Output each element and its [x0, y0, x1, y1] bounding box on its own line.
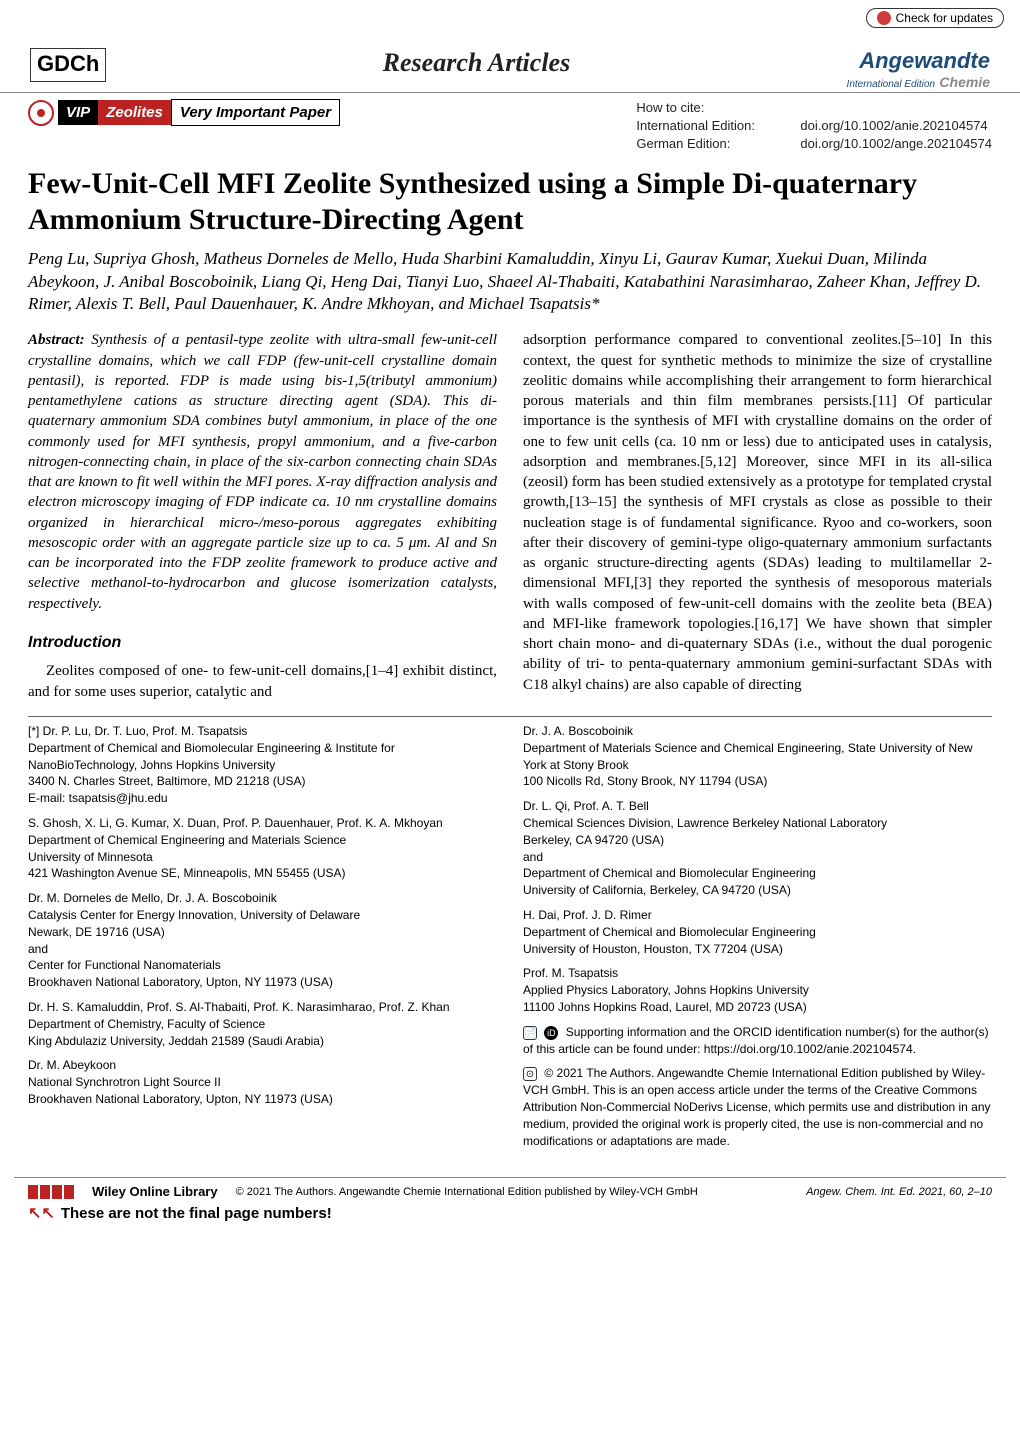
orcid-icon: iD — [544, 1026, 558, 1040]
journal-sub-right: Chemie — [939, 74, 990, 90]
affil-item: Dr. J. A. Boscoboinik Department of Mate… — [523, 723, 992, 790]
abstract-body: Synthesis of a pentasil-type zeolite wit… — [28, 332, 497, 611]
cite-de-doi[interactable]: doi.org/10.1002/ange.202104574 — [800, 135, 992, 153]
affil-right-col: Dr. J. A. Boscoboinik Department of Mate… — [523, 723, 992, 1157]
intro-heading: Introduction — [28, 632, 497, 654]
update-badge-text: Check for updates — [896, 11, 993, 25]
page-footer: Wiley Online Library © 2021 The Authors.… — [14, 1177, 1006, 1233]
supporting-info-text: Supporting information and the ORCID ide… — [523, 1025, 989, 1056]
vip-category: Zeolites — [98, 100, 171, 125]
affil-item: Dr. H. S. Kamaluddin, Prof. S. Al-Thabai… — [28, 999, 497, 1049]
journal-logo: Angewandte International Edition Chemie — [847, 48, 990, 92]
affil-item: Dr. M. Abeykoon National Synchrotron Lig… — [28, 1057, 497, 1107]
affil-item: Prof. M. Tsapatsis Applied Physics Labor… — [523, 965, 992, 1015]
openaccess-icon: ⊙ — [523, 1067, 537, 1081]
affil-item: [*] Dr. P. Lu, Dr. T. Luo, Prof. M. Tsap… — [28, 723, 497, 807]
affil-left-col: [*] Dr. P. Lu, Dr. T. Luo, Prof. M. Tsap… — [28, 723, 497, 1157]
right-column: adsorption performance compared to conve… — [523, 330, 992, 702]
cite-block: How to cite: International Edition: doi.… — [636, 99, 992, 154]
footer-note: ↖↖ These are not the final page numbers! — [28, 1203, 992, 1223]
abstract: Abstract: Synthesis of a pentasil-type z… — [28, 330, 497, 614]
vip-suffix: Very Important Paper — [171, 99, 340, 126]
intro-para-left: Zeolites composed of one- to few-unit-ce… — [28, 661, 497, 702]
footer-copyright: © 2021 The Authors. Angewandte Chemie In… — [236, 1186, 698, 1198]
license-text: ⊙ © 2021 The Authors. Angewandte Chemie … — [523, 1065, 992, 1149]
wiley-label[interactable]: Wiley Online Library — [92, 1184, 218, 1199]
affiliation-block: [*] Dr. P. Lu, Dr. T. Luo, Prof. M. Tsap… — [0, 723, 1020, 1167]
vip-circle-icon — [28, 100, 54, 126]
cite-de-label: German Edition: — [636, 135, 786, 153]
arrows-icon: ↖↖ — [28, 1203, 55, 1223]
publisher-logo: GDCh — [30, 48, 106, 82]
howto-label: How to cite: — [636, 99, 992, 117]
author-list: Peng Lu, Supriya Ghosh, Matheus Dorneles… — [28, 248, 992, 317]
affil-item: H. Dai, Prof. J. D. Rimer Department of … — [523, 907, 992, 957]
title-block: Few-Unit-Cell MFI Zeolite Synthesized us… — [0, 158, 1020, 317]
journal-name: Angewandte — [847, 48, 990, 74]
affil-item: Dr. M. Dorneles de Mello, Dr. J. A. Bosc… — [28, 890, 497, 991]
paper-title: Few-Unit-Cell MFI Zeolite Synthesized us… — [28, 166, 992, 238]
update-dot-icon — [877, 11, 891, 25]
footer-note-text: These are not the final page numbers! — [61, 1205, 332, 1222]
cite-intl-doi[interactable]: doi.org/10.1002/anie.202104574 — [800, 117, 987, 135]
intro-para-right: adsorption performance compared to conve… — [523, 330, 992, 695]
top-meta-row: VIPZeolitesVery Important Paper How to c… — [0, 93, 1020, 158]
affil-item: S. Ghosh, X. Li, G. Kumar, X. Duan, Prof… — [28, 815, 497, 882]
left-column: Abstract: Synthesis of a pentasil-type z… — [28, 330, 497, 702]
affiliation-separator — [28, 716, 992, 717]
section-title: Research Articles — [383, 48, 571, 78]
body-columns: Abstract: Synthesis of a pentasil-type z… — [0, 330, 1020, 702]
vip-block: VIPZeolitesVery Important Paper — [28, 99, 340, 126]
footer-logo-icon — [28, 1185, 74, 1199]
check-updates-badge[interactable]: Check for updates — [866, 8, 1004, 28]
footer-citation: Angew. Chem. Int. Ed. 2021, 60, 2–10 — [806, 1186, 992, 1198]
journal-sub-left: International Edition — [847, 79, 935, 90]
doc-icon: 📄 — [523, 1026, 537, 1040]
abstract-label: Abstract: — [28, 332, 85, 348]
supporting-info: 📄 iD Supporting information and the ORCI… — [523, 1024, 992, 1058]
vip-tag: VIP — [58, 100, 98, 125]
affil-item: Dr. L. Qi, Prof. A. T. Bell Chemical Sci… — [523, 798, 992, 899]
license-body: © 2021 The Authors. Angewandte Chemie In… — [523, 1066, 991, 1147]
cite-intl-label: International Edition: — [636, 117, 786, 135]
